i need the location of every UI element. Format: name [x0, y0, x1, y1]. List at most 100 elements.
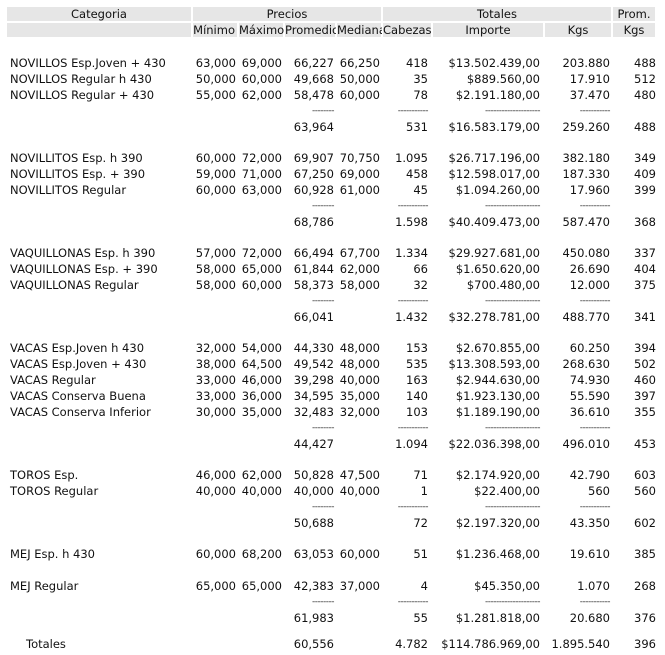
cabezas-value: 45 — [413, 183, 428, 197]
separator-kgs: ----------- — [579, 597, 611, 607]
importe-value: $16.583.179,00 — [448, 120, 540, 134]
prom-kgs-value: 409 — [634, 167, 656, 181]
importe-value: $2.191.180,00 — [455, 88, 540, 102]
header-promedio: Promedio — [284, 22, 340, 38]
prom-kgs-value: 349 — [634, 151, 656, 165]
importe-value: $12.598.017,00 — [448, 167, 540, 181]
kgs-value: 17.910 — [569, 72, 610, 86]
promedio-value: 49,542 — [293, 357, 334, 371]
table-row: VACAS Conserva Inferior 30,000 35,000 32,48… — [0, 404, 665, 420]
maximo-value: 68,200 — [241, 547, 282, 561]
grand-total-row: Totales 60,556 4.782 $114.786.969,00 1.895.5… — [0, 636, 665, 652]
importe-value: $1.189.190,00 — [455, 405, 540, 419]
importe-value: $2.670.855,00 — [455, 341, 540, 355]
cabezas-value: 71 — [413, 468, 428, 482]
prom-kgs-value: 488 — [634, 120, 656, 134]
minimo-value: 63,000 — [195, 56, 236, 70]
kgs-value: 1.895.540 — [551, 637, 610, 651]
cabezas-value: 418 — [406, 56, 428, 70]
importe-value: $13.308.593,00 — [448, 357, 540, 371]
kgs-value: 450.080 — [562, 246, 610, 260]
table-row: MEJ Regular 65,000 65,000 42,383 37,000 4 $45.… — [0, 578, 665, 594]
prom-kgs-value: 368 — [634, 215, 656, 229]
cabezas-value: 535 — [406, 357, 428, 371]
kgs-value: 488.770 — [562, 310, 610, 324]
table-row: VACAS Esp.Joven + 430 38,000 64,500 49,542 4… — [0, 356, 665, 372]
table-row: NOVILLOS Regular h 430 50,000 60,000 49,668… — [0, 71, 665, 87]
cabezas-value: 66 — [413, 262, 428, 276]
prom-kgs-value: 399 — [634, 183, 656, 197]
prom-kgs-value: 460 — [634, 373, 656, 387]
minimo-value: 60,000 — [195, 547, 236, 561]
prom-kgs-value: 394 — [634, 341, 656, 355]
cabezas-value: 103 — [406, 405, 428, 419]
prom-kgs-value: 376 — [634, 611, 656, 625]
category-label: NOVILLITOS Regular — [10, 183, 127, 197]
category-label: VAQUILLONAS Regular — [10, 278, 139, 292]
separator-importe: -------------------- — [485, 201, 540, 211]
category-label: VACAS Esp.Joven + 430 — [10, 357, 147, 371]
kgs-value: 36.610 — [569, 405, 610, 419]
subtotal-separator: -------- ----------- -------------------- -… — [0, 502, 665, 519]
promedio-value: 61,983 — [293, 611, 334, 625]
separator-importe: -------------------- — [485, 597, 540, 607]
cabezas-value: 163 — [406, 373, 428, 387]
table-row: VACAS Conserva Buena 33,000 36,000 34,595 35… — [0, 388, 665, 404]
mediana-value: 47,500 — [339, 468, 380, 482]
importe-value: $1.281.818,00 — [455, 611, 540, 625]
table-row: NOVILLITOS Esp. + 390 59,000 71,000 67,250 6… — [0, 166, 665, 182]
mediana-value: 60,000 — [339, 547, 380, 561]
kgs-value: 20.680 — [569, 611, 610, 625]
prom-kgs-value: 375 — [634, 278, 656, 292]
category-label: VAQUILLONAS Esp. + 390 — [10, 262, 158, 276]
cabezas-value: 458 — [406, 167, 428, 181]
promedio-value: 60,928 — [293, 183, 334, 197]
minimo-value: 50,000 — [195, 72, 236, 86]
separator-cabezas: ----------- — [397, 597, 429, 607]
kgs-value: 187.330 — [562, 167, 610, 181]
kgs-value: 26.690 — [569, 262, 610, 276]
cabezas-value: 4.782 — [395, 637, 428, 651]
prom-kgs-value: 512 — [634, 72, 656, 86]
prom-kgs-value: 603 — [634, 468, 656, 482]
maximo-value: 36,000 — [241, 389, 282, 403]
separator-kgs: ----------- — [579, 201, 611, 211]
table-row: TOROS Regular 40,000 40,000 40,000 40,000 1 $2… — [0, 483, 665, 499]
minimo-value: 59,000 — [195, 167, 236, 181]
importe-value: $40.409.473,00 — [448, 215, 540, 229]
table-row: TOROS Esp. 46,000 62,000 50,828 47,500 71 $2.1… — [0, 467, 665, 483]
importe-value: $1.236.468,00 — [455, 547, 540, 561]
subtotal-separator: -------- ----------- -------------------- -… — [0, 296, 665, 313]
cabezas-value: 32 — [413, 278, 428, 292]
category-label: TOROS Esp. — [10, 468, 79, 482]
kgs-value: 203.880 — [562, 56, 610, 70]
separator-promedio: -------- — [312, 423, 334, 433]
maximo-value: 72,000 — [241, 151, 282, 165]
promedio-value: 40,000 — [293, 484, 334, 498]
kgs-value: 587.470 — [562, 215, 610, 229]
separator-kgs: ----------- — [579, 423, 611, 433]
header-blank — [6, 22, 192, 38]
cabezas-value: 78 — [413, 88, 428, 102]
maximo-value: 54,000 — [241, 341, 282, 355]
mediana-value: 69,000 — [339, 167, 380, 181]
importe-value: $1.923.130,00 — [455, 389, 540, 403]
cabezas-value: 1 — [420, 484, 428, 498]
subtotal-separator: -------- ----------- -------------------- -… — [0, 597, 665, 614]
table-row: NOVILLITOS Esp. h 390 60,000 72,000 69,907 7… — [0, 150, 665, 166]
separator-cabezas: ----------- — [397, 106, 429, 116]
promedio-value: 69,907 — [293, 151, 334, 165]
promedio-value: 66,494 — [293, 246, 334, 260]
table-row: VAQUILLONAS Esp. h 390 57,000 72,000 66,494… — [0, 245, 665, 261]
prom-kgs-value: 397 — [634, 389, 656, 403]
category-label: MEJ Regular — [10, 579, 79, 593]
subtotal-separator: -------- ----------- -------------------- -… — [0, 106, 665, 123]
maximo-value: 60,000 — [241, 278, 282, 292]
promedio-value: 58,373 — [293, 278, 334, 292]
category-label: MEJ Esp. h 430 — [10, 547, 95, 561]
cabezas-value: 1.094 — [395, 437, 428, 451]
mediana-value: 60,000 — [339, 88, 380, 102]
maximo-value: 62,000 — [241, 88, 282, 102]
subtotal-row: 66,041 1.432 $32.278.781,00 488.770 341 — [0, 309, 665, 325]
kgs-value: 55.590 — [569, 389, 610, 403]
